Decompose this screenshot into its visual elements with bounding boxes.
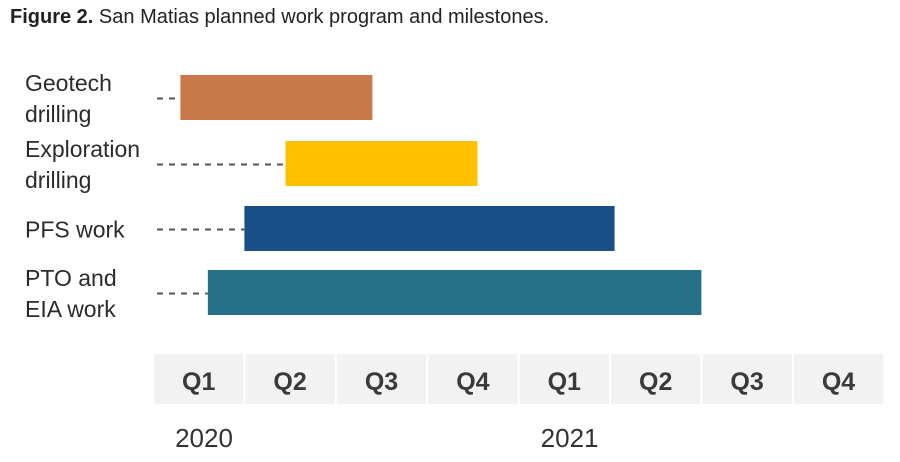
quarter-cell [245, 354, 335, 404]
year-label: 2020 [175, 423, 233, 453]
task-label: Exploration [25, 136, 140, 162]
quarter-cell [702, 354, 792, 404]
quarter-tick-label: Q2 [639, 368, 672, 396]
task-label: PTO and [25, 265, 117, 291]
quarter-tick-label: Q4 [456, 368, 489, 396]
figure-caption: Figure 2. San Matias planned work progra… [10, 6, 549, 29]
quarter-tick-label: Q1 [548, 368, 581, 396]
quarter-cell [154, 354, 244, 404]
task-label: drilling [25, 167, 91, 193]
quarter-tick-label: Q4 [822, 368, 855, 396]
quarter-cell [611, 354, 701, 404]
quarter-tick-label: Q2 [273, 368, 306, 396]
task-label: PFS work [25, 217, 125, 243]
task-label: drilling [25, 101, 91, 127]
figure-title: San Matias planned work program and mile… [98, 6, 550, 28]
task-label: Geotech [25, 70, 112, 96]
task-bar [244, 206, 615, 251]
quarter-cell [336, 354, 427, 404]
year-label: 2021 [541, 423, 599, 453]
task-bar [180, 75, 373, 120]
quarter-cell [428, 354, 518, 404]
figure-number: Figure 2. [10, 6, 94, 28]
task-bar [207, 270, 702, 315]
quarter-tick-label: Q3 [730, 368, 763, 396]
quarter-tick-label: Q1 [182, 368, 215, 396]
quarter-cell [519, 354, 609, 404]
task-bar [285, 141, 478, 186]
quarter-cell [793, 354, 884, 404]
task-label: EIA work [25, 296, 116, 322]
quarter-tick-label: Q3 [365, 368, 398, 396]
